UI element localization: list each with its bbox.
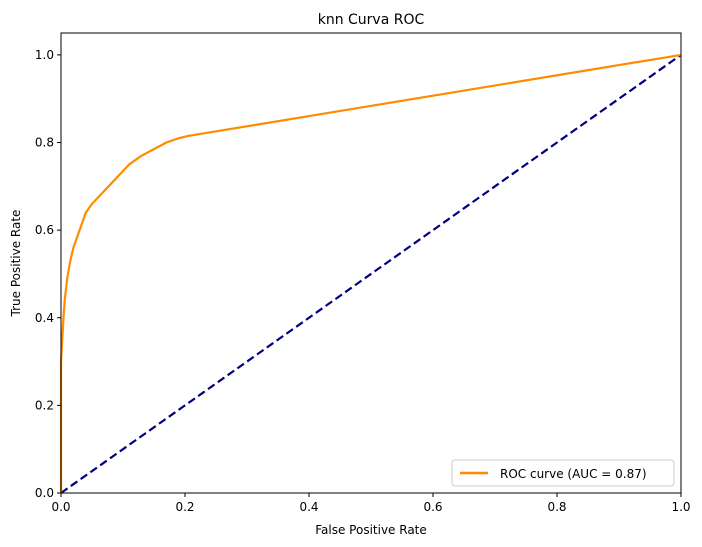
x-tick-label: 0.2 [175,500,194,514]
y-tick-label: 0.0 [35,486,54,500]
x-tick-label: 1.0 [671,500,690,514]
y-tick-label: 0.2 [35,398,54,412]
y-tick-label: 0.6 [35,223,54,237]
diagonal-reference-line [60,54,682,494]
plot-frame [60,32,682,494]
x-tick-label: 0.6 [423,500,442,514]
x-tick-label: 0.0 [51,500,70,514]
y-axis: 0.0 0.2 0.4 0.6 0.8 1.0 [35,48,61,500]
y-tick-label: 0.8 [35,136,54,150]
x-axis-label: False Positive Rate [315,523,427,537]
legend: ROC curve (AUC = 0.87) [451,459,675,487]
plot-area [59,53,682,494]
x-axis: 0.0 0.2 0.4 0.6 0.8 1.0 [51,493,691,514]
legend-box [451,459,675,487]
y-tick-label: 0.4 [35,311,54,325]
x-tick-label: 0.8 [547,500,566,514]
roc-curve-line [59,53,682,493]
y-tick-label: 1.0 [35,48,54,62]
chart-title: knn Curva ROC [318,12,425,28]
legend-label-roc: ROC curve (AUC = 0.87) [500,467,647,481]
x-tick-label: 0.4 [299,500,318,514]
y-axis-label: True Positive Rate [9,210,23,318]
